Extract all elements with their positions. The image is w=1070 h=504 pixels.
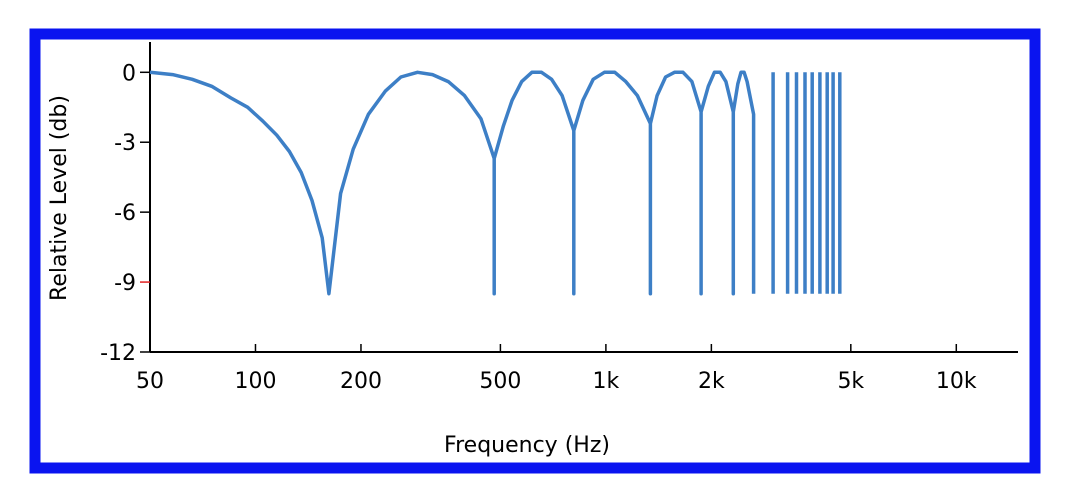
axes — [149, 42, 1018, 353]
x-tick-label: 2k — [698, 369, 725, 394]
x-tick-label: 200 — [340, 369, 382, 394]
response-curve — [149, 70, 756, 296]
y-tick-label: -3 — [114, 131, 136, 156]
tick-labels: 50 100 200 500 1k 2k 5k 10k 0 -3 -6 -9 -12 — [100, 61, 977, 394]
y-tick-label: 0 — [122, 61, 136, 86]
y-axis-label: Relative Level (db) — [47, 95, 72, 301]
x-axis-label: Frequency (Hz) — [444, 433, 610, 458]
x-tick-label: 5k — [837, 369, 864, 394]
y-tick-label: -12 — [100, 341, 136, 366]
x-tick-label: 50 — [136, 369, 164, 394]
series-lines — [149, 70, 842, 296]
tick-marks — [140, 71, 958, 353]
x-tick-label: 500 — [479, 369, 521, 394]
chart-border — [29, 28, 1041, 474]
x-tick-label: 100 — [234, 369, 276, 394]
y-tick-label: -6 — [114, 201, 136, 226]
x-tick-label: 10k — [936, 369, 977, 394]
y-tick-label: -9 — [114, 271, 136, 296]
x-tick-label: 1k — [593, 369, 620, 394]
